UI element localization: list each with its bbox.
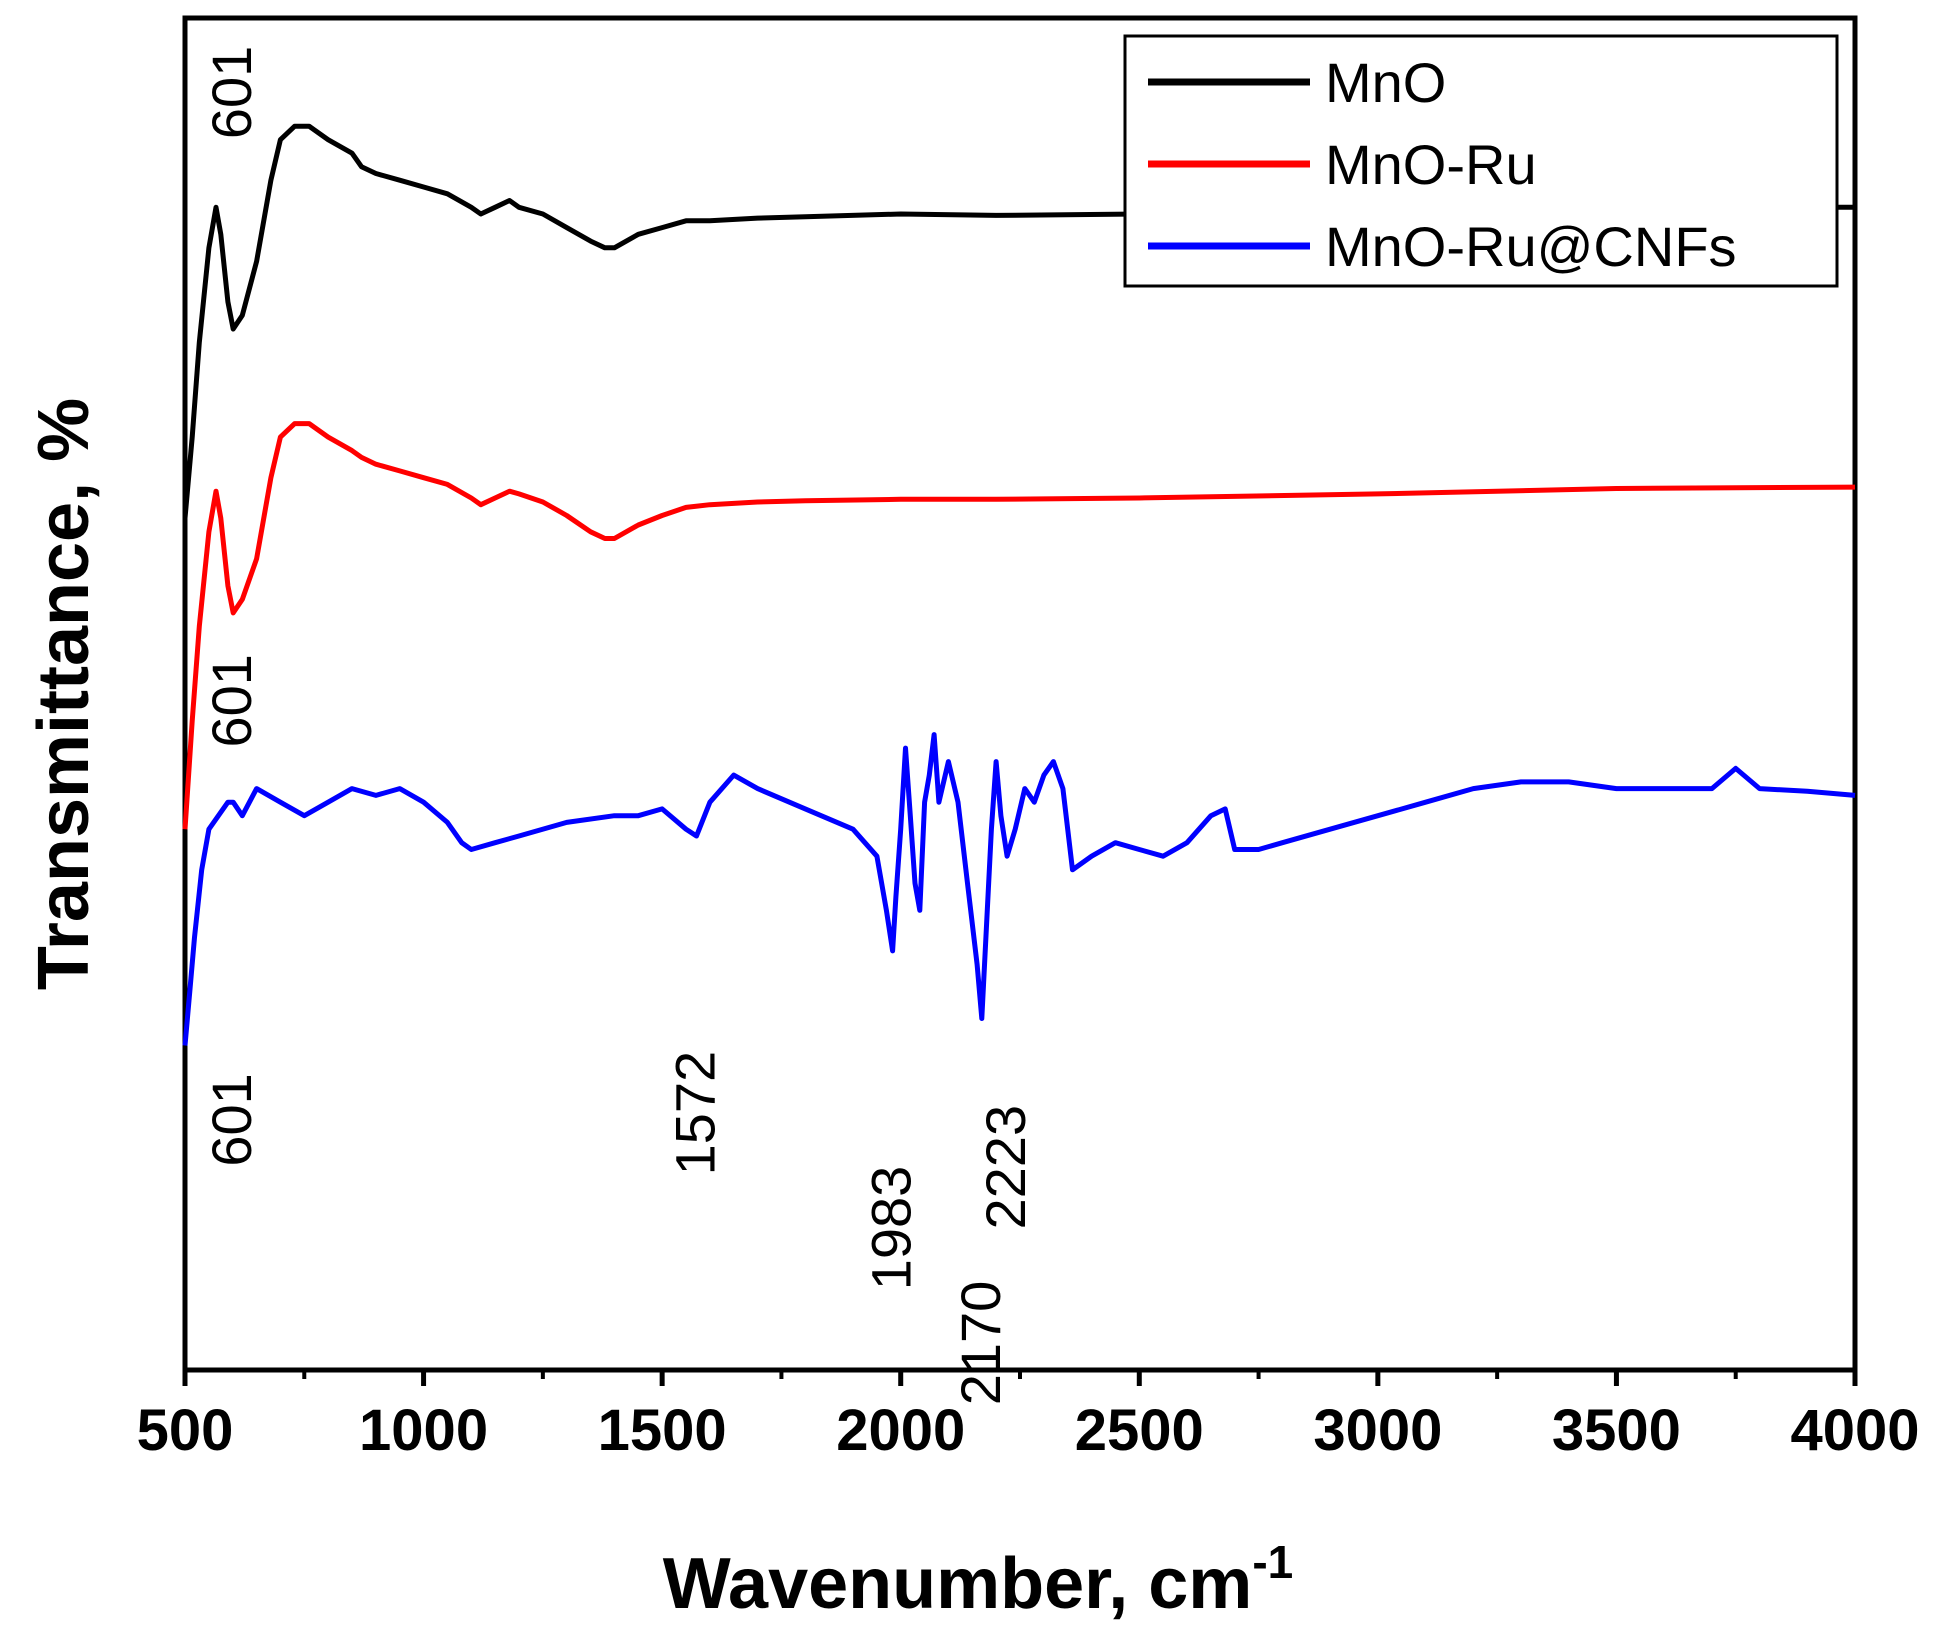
legend-label-mno-ru: MnO-Ru — [1325, 133, 1537, 196]
x-tick-label: 2000 — [836, 1398, 965, 1463]
peak-label-2170: 2170 — [949, 1281, 1012, 1406]
peak-label-1983: 1983 — [860, 1166, 923, 1291]
peak-label-601: 601 — [200, 46, 263, 139]
legend-entries: MnO MnO-Ru MnO-Ru@CNFs — [1148, 51, 1737, 278]
series-line-mno-ru-cnfs — [182, 732, 1856, 1046]
peak-label-1572: 1572 — [664, 1051, 727, 1176]
peak-label-2223: 2223 — [974, 1105, 1037, 1230]
series-line-mno — [182, 123, 1855, 519]
x-tick-label: 1500 — [598, 1398, 727, 1463]
x-axis-title-superscript: -1 — [1252, 1536, 1293, 1588]
x-tick-label: 4000 — [1790, 1398, 1919, 1463]
x-tick-label: 2500 — [1075, 1398, 1204, 1463]
series-layer — [182, 123, 1856, 1046]
x-axis-title-main: Wavenumber, cm — [663, 1544, 1253, 1624]
x-tick-label: 3000 — [1313, 1398, 1442, 1463]
peak-label-601: 601 — [200, 654, 263, 747]
legend: MnO MnO-Ru MnO-Ru@CNFs — [1123, 34, 1839, 288]
series-line-mno-ru — [182, 421, 1856, 830]
x-tick-label: 1000 — [359, 1398, 488, 1463]
legend-label-mno-ru-cnfs: MnO-Ru@CNFs — [1325, 215, 1737, 278]
legend-label-mno: MnO — [1325, 51, 1446, 114]
x-tick-label: 3500 — [1552, 1398, 1681, 1463]
annotation-layer: 601 601 601 1572 1983 2170 2223 — [200, 46, 1037, 1406]
x-axis-title: Wavenumber, cm-1 — [663, 1536, 1293, 1624]
y-axis-title: Transmittance, % — [24, 398, 104, 990]
x-tick-label: 500 — [137, 1398, 234, 1463]
plot-area: 601 601 601 1572 1983 2170 2223 500 1000 1500 200… — [137, 15, 1920, 1463]
x-axis-ticks: 500 1000 1500 2000 2500 3000 3500 4000 — [137, 1370, 1920, 1463]
peak-label-601: 601 — [200, 1073, 263, 1166]
